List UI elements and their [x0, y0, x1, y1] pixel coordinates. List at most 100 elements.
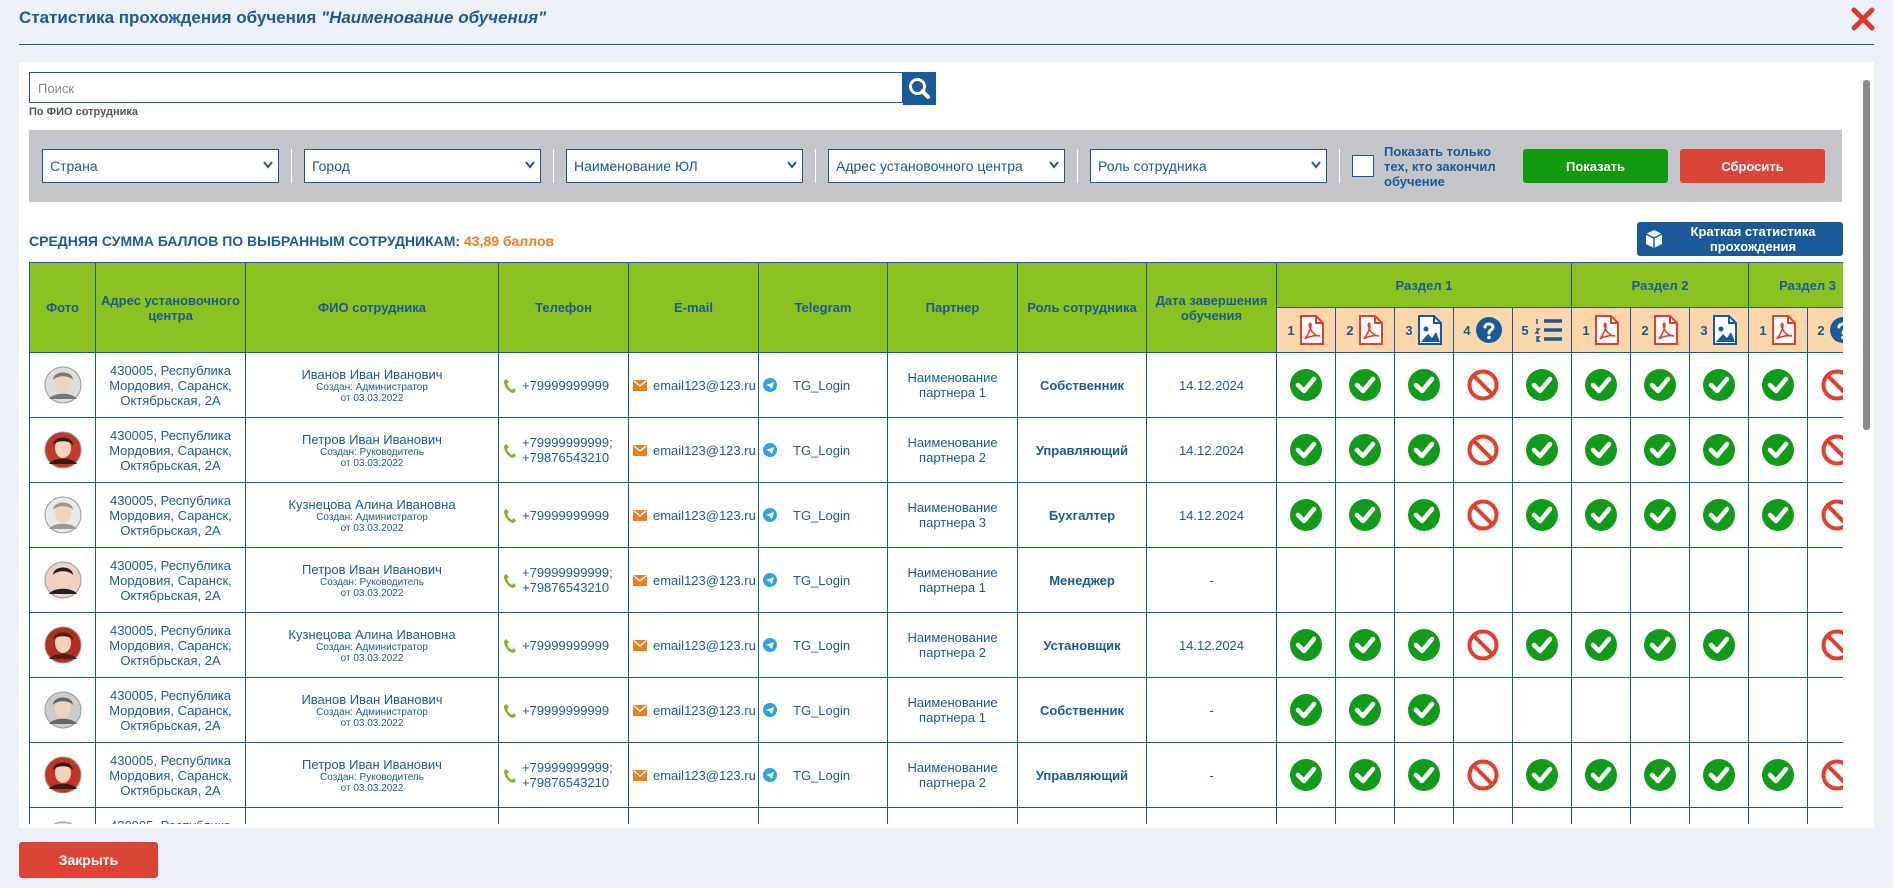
icon-part [633, 704, 647, 712]
icon-part [52, 632, 73, 640]
date-cell: 14.12.2024 [1146, 417, 1277, 483]
email-icon [633, 704, 647, 716]
filter-select[interactable]: Наименование ЮЛ [566, 149, 803, 183]
separator [553, 149, 554, 183]
icon-part [1472, 439, 1494, 461]
email-icon [633, 639, 647, 651]
subsection-content: 1 [1572, 315, 1630, 345]
phone: +79999999999 [522, 637, 610, 653]
separator [1077, 149, 1078, 183]
status-done [1290, 434, 1322, 466]
status-cell [1394, 417, 1454, 483]
status-done [1525, 823, 1559, 824]
icon-part [54, 633, 71, 653]
search-button[interactable] [903, 72, 936, 105]
phone: +79999999999 [522, 507, 610, 523]
question-icon [1829, 317, 1843, 343]
telegram-content: TG_Login [759, 573, 887, 588]
icon-part [504, 508, 516, 523]
filter-select[interactable]: Роль сотрудника [1090, 149, 1327, 183]
email: email123@123.ru [653, 377, 756, 393]
status-blocked [1821, 629, 1843, 661]
filter-select[interactable]: Страна [42, 149, 279, 183]
status-done [1526, 369, 1559, 401]
name-cell: Петров Иван Иванович Создан: Руководитель… [245, 417, 499, 483]
email-cell: email123@123.ru [628, 807, 759, 824]
status-done [1408, 369, 1440, 401]
select-label: Адрес установочного центра [836, 158, 1023, 174]
show-button[interactable]: Показать [1523, 149, 1668, 183]
telegram-content: TG_Login [759, 703, 887, 718]
icon-part [1531, 636, 1553, 654]
filter-select[interactable]: Адрес установочного центра [828, 149, 1065, 183]
table-row: 430005, Республика Мордовия, Саранск, Ок… [29, 807, 1843, 824]
partner-cell: Наименование партнера 2 [887, 417, 1018, 483]
icon-part [1708, 766, 1730, 784]
telegram-cell: TG_Login [758, 807, 888, 824]
status-cell [1394, 612, 1454, 678]
created-by: Создан: Администратор [316, 511, 428, 523]
icon-part [1408, 759, 1440, 791]
status-cell [1276, 547, 1336, 613]
telegram: TG_Login [793, 702, 851, 718]
status-cell [1571, 352, 1632, 418]
status-done [1408, 759, 1440, 791]
phone-cell: +79999999999 [498, 482, 629, 548]
telegram-cell: TG_Login [758, 742, 888, 808]
status-cell [1453, 547, 1513, 613]
name-cell: Иванов Иван Иванович Создан: Администрато… [245, 677, 499, 743]
scroll-thumb[interactable] [1863, 80, 1870, 430]
icon-part [1531, 376, 1553, 394]
icon-part [787, 161, 797, 169]
icon-part [1590, 636, 1612, 654]
filter-bar: Страна Город Наименование ЮЛ Адрес установо… [29, 130, 1842, 202]
brief-stats-button[interactable]: Краткая статистика прохождения [1637, 222, 1843, 256]
close-icon[interactable] [1850, 6, 1876, 32]
created-date: от 03.03.2022 [340, 522, 404, 534]
status-cell [1276, 612, 1336, 678]
status-cell [1689, 677, 1750, 743]
status-cell [1571, 417, 1632, 483]
status-cell [1807, 677, 1843, 743]
search-input[interactable]: Поиск [29, 72, 903, 103]
icon-part [1420, 332, 1440, 342]
icon-part [1585, 369, 1618, 401]
icon-part [1299, 315, 1324, 345]
status-cell [1276, 482, 1336, 548]
reset-button[interactable]: Сбросить [1680, 149, 1825, 183]
icon-part [1767, 376, 1789, 394]
status-cell [1394, 677, 1454, 743]
date-cell: - [1146, 547, 1277, 613]
status-cell [1571, 612, 1632, 678]
avatar [44, 366, 81, 404]
phone-content: +79999999999 [499, 703, 628, 718]
icon-part [48, 458, 77, 464]
telegram: TG_Login [793, 637, 851, 653]
created-by: Создан: Администратор [316, 381, 428, 393]
status-cell [1394, 807, 1454, 824]
icon-part [1472, 374, 1494, 396]
icon-part [504, 573, 516, 588]
close-button[interactable]: Закрыть [19, 842, 158, 878]
filter-select[interactable]: Город [304, 149, 541, 183]
role-cell: Управляющий [1017, 417, 1147, 483]
telegram-content: TG_Login [759, 443, 887, 458]
status-cell [1453, 612, 1513, 678]
email-content: email123@123.ru [629, 378, 758, 393]
icon-part [1762, 759, 1795, 791]
status-done [1290, 369, 1322, 401]
icon-part [1821, 369, 1843, 401]
status-done [1762, 434, 1795, 466]
telegram: TG_Login [793, 767, 851, 783]
status-cell [1453, 352, 1513, 418]
icon-part [1049, 161, 1059, 169]
email-content: email123@123.ru [629, 573, 758, 588]
icon-part [48, 588, 77, 594]
subsection-header: 1 [1748, 307, 1809, 353]
scrollbar[interactable] [1862, 68, 1871, 824]
icon-part [1472, 634, 1494, 656]
phone-icon [504, 573, 516, 588]
checkbox[interactable] [1352, 155, 1374, 177]
icon-part [1649, 441, 1671, 459]
avatar [53, 821, 72, 824]
